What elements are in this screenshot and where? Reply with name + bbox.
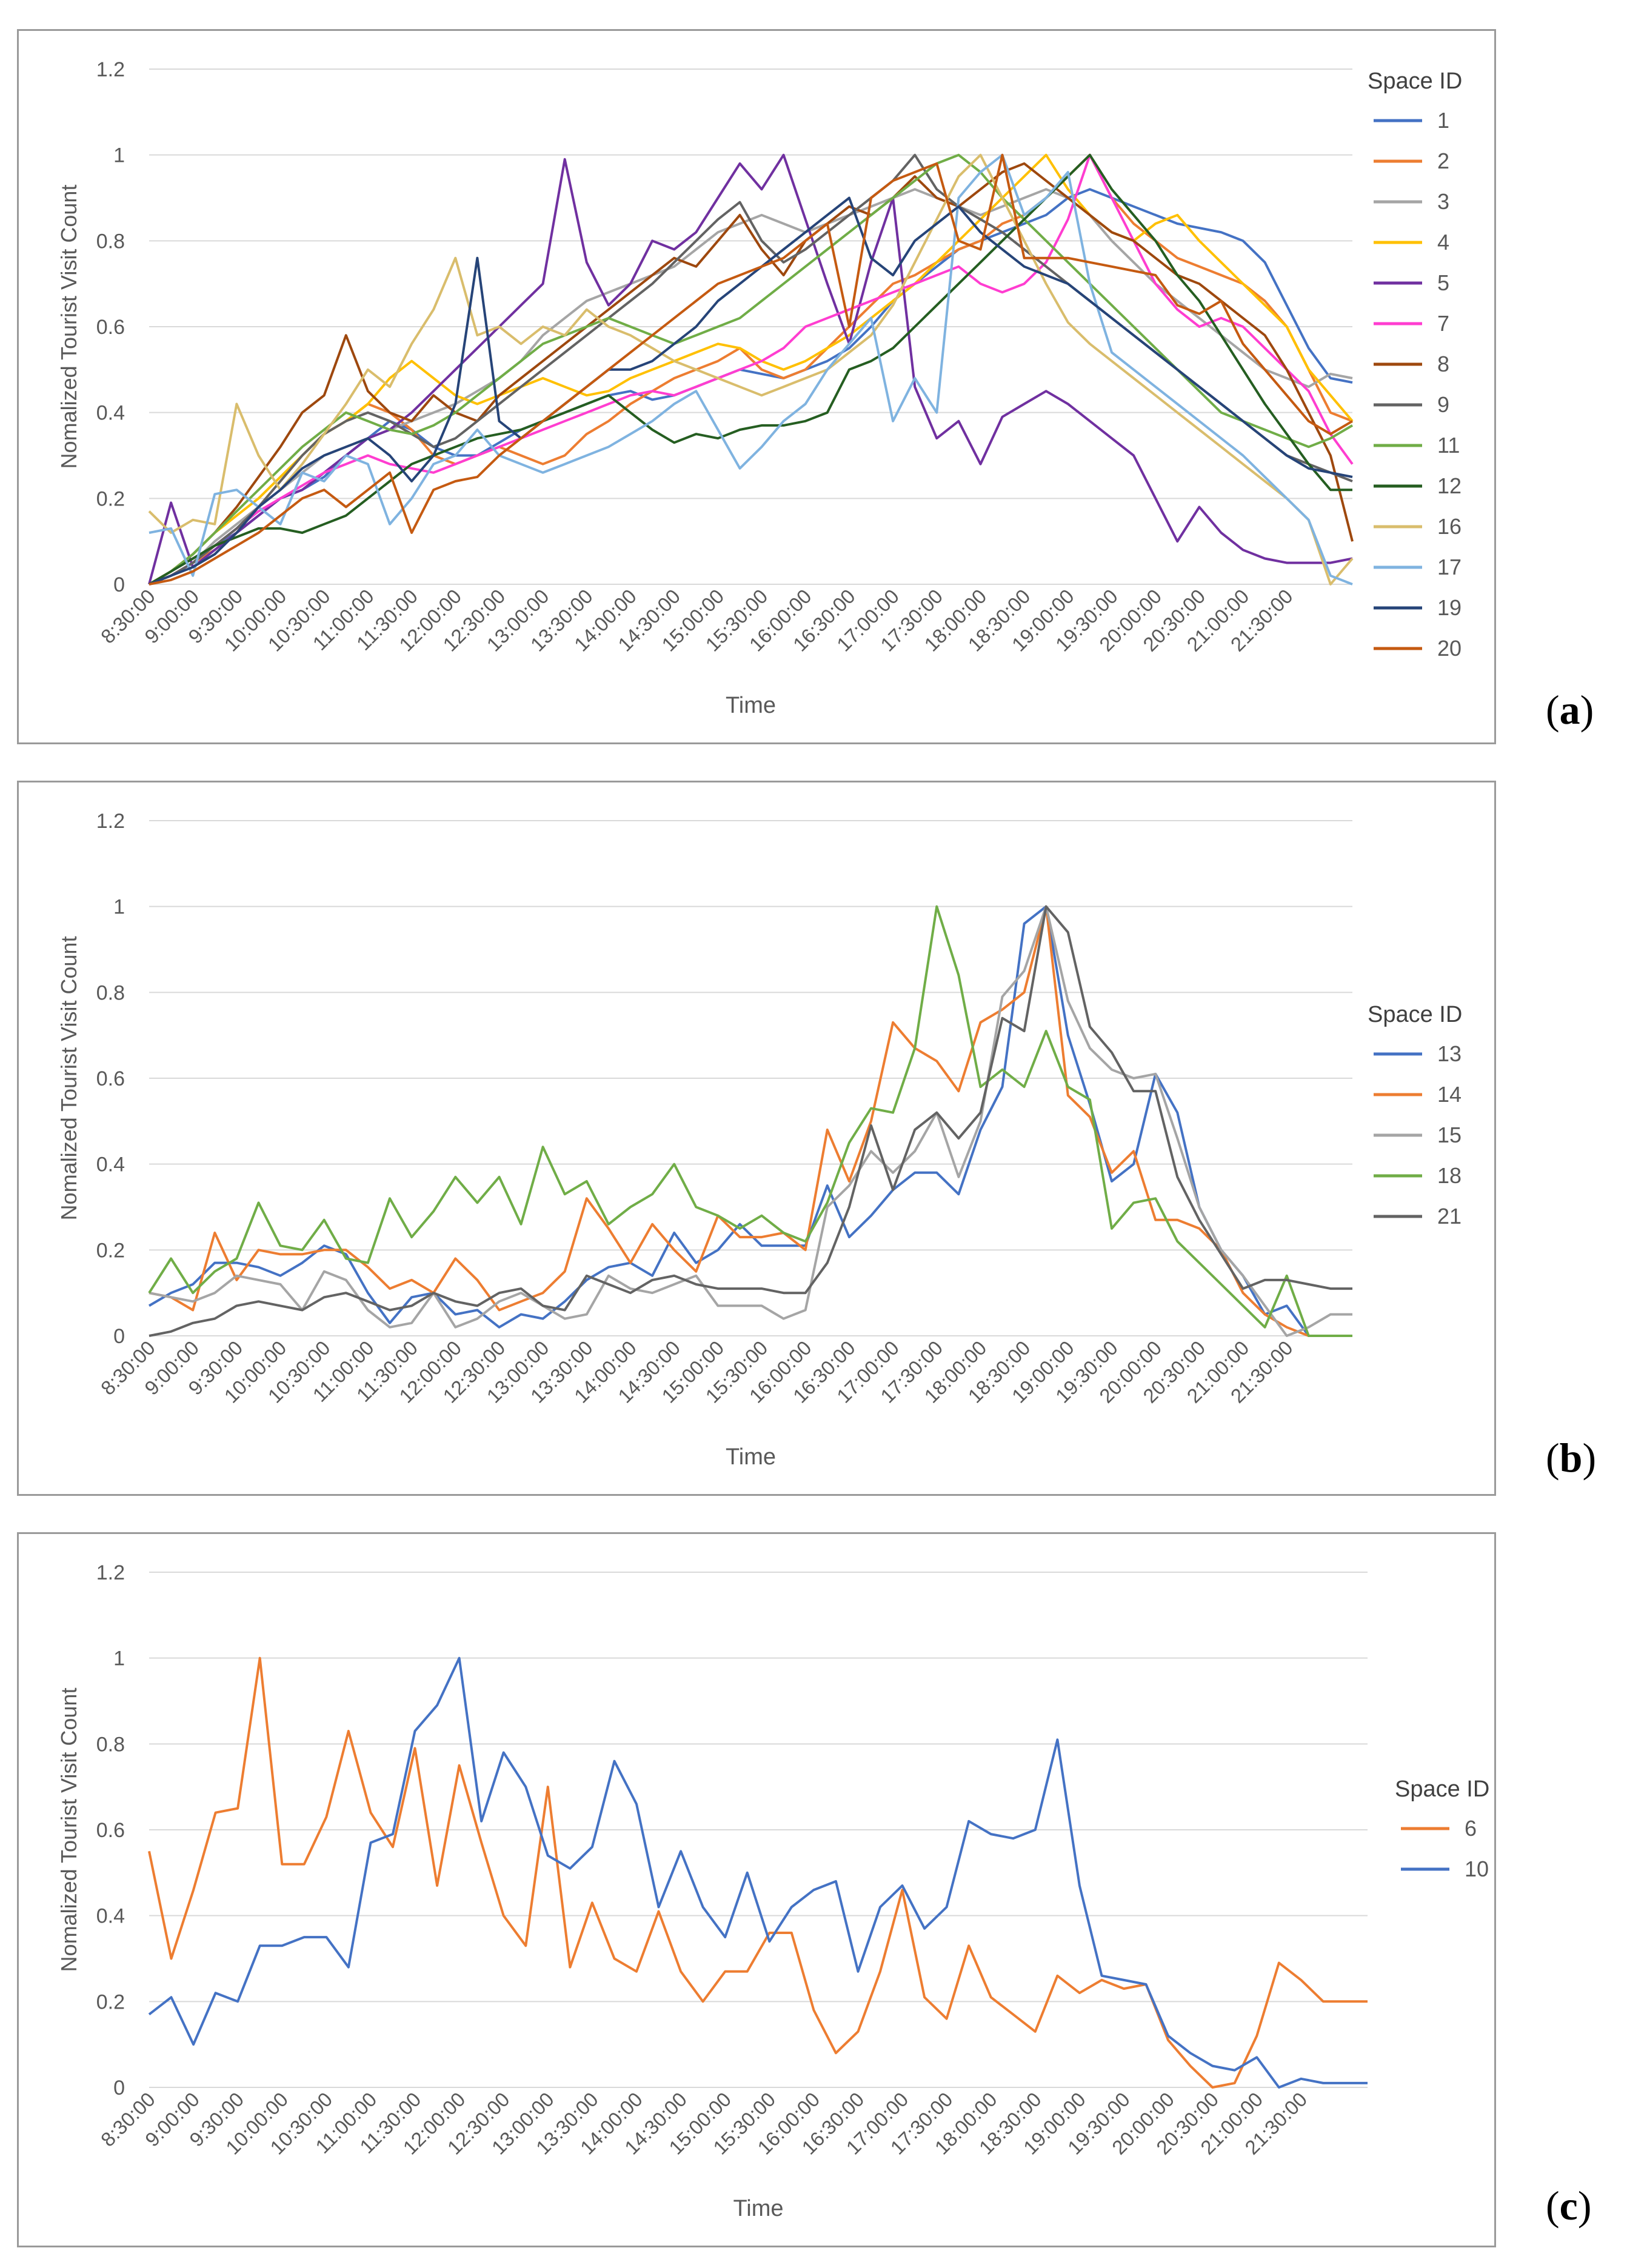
cc-series-line-6 [148,1656,1368,2089]
cb-series-line-15 [149,905,1352,1337]
ca-series-line-3 [149,188,1353,585]
panel-label-a-open: ( [1546,687,1560,733]
cb-series-line-13 [148,905,1352,1337]
panel-label-c-open: ( [1546,2183,1560,2229]
ca-legend-label-8: 8 [1437,352,1449,376]
ca-series-line-8 [148,162,1354,585]
line-chart-c: 00.20.40.60.811.28:30:009:00:009:30:0010… [56,1561,1489,2221]
ca-legend-label-17: 17 [1437,555,1462,579]
cb-ytick-label: 1 [113,896,125,919]
cc-legend-label-10: 10 [1465,1856,1489,1881]
ca-ytick-label: 0.4 [96,402,125,425]
ca-legend-title: Space ID [1368,68,1462,94]
cb-ytick-label: 1.2 [96,810,125,833]
cb-series-line-14 [149,905,1352,1337]
panel-label-b-close: ) [1582,1435,1597,1481]
cb-ytick-label: 0.8 [96,981,125,1004]
cc-ytick-label: 1 [113,1647,125,1670]
ca-ytick-label: 1 [113,144,125,167]
chart-panel-c: 0 0.2 0.4 0.6 0.8 1 1.2 8:30:00 9:00:00 9:30:00 10… [17,1532,1496,2247]
ca-legend-label-4: 4 [1437,230,1449,255]
ca-x-axis-title: Time [726,693,776,718]
ca-series-line-12 [148,153,1352,585]
panel-label-b-letter: b [1559,1435,1583,1481]
ca-legend-label-1: 1 [1437,108,1449,133]
ca-ytick-label: 0.2 [96,487,125,510]
ca-legend-label-7: 7 [1437,311,1449,336]
panel-label-c: (c) [1546,2182,1592,2230]
cc-ytick-label: 1.2 [96,1561,125,1584]
cb-legend-label-13: 13 [1437,1041,1462,1066]
cb-legend-label-15: 15 [1437,1122,1462,1147]
cb-ytick-label: 0.2 [96,1239,125,1262]
ca-ytick-label: 0 [113,573,125,596]
line-chart-a: 00.20.40.60.811.28:30:009:00:009:30:0010… [56,58,1462,718]
ca-legend-label-20: 20 [1437,636,1462,661]
ca-legend-label-11: 11 [1437,433,1460,458]
ca-legend-label-16: 16 [1437,514,1462,539]
panel-label-a: (a) [1546,686,1594,734]
ca-ytick-label: 0.6 [96,316,125,339]
ca-series-line-16 [148,153,1354,585]
panel-label-b-open: ( [1546,1435,1560,1481]
cc-ytick-label: 0.4 [96,1905,125,1928]
ca-series-line-5 [148,153,1353,585]
ca-ytick-label: 0.8 [96,230,125,253]
ca-series-line-11 [148,153,1354,585]
cb-ytick-label: 0 [113,1325,125,1348]
ca-legend-label-9: 9 [1437,392,1449,417]
ca-y-axis-title: Nomalized Tourist Visit Count [56,185,81,469]
ca-legend-label-19: 19 [1437,595,1462,620]
cb-ytick-label: 0.6 [96,1067,125,1090]
cb-legend-label-21: 21 [1437,1204,1462,1229]
cb-ytick-label: 0.4 [96,1153,125,1176]
cc-ytick-label: 0.8 [96,1733,125,1756]
cb-legend-label-18: 18 [1437,1163,1462,1188]
cb-legend-label-14: 14 [1437,1082,1462,1107]
cc-series-line-10 [148,1656,1368,2089]
ca-legend-label-3: 3 [1437,189,1449,214]
cb-series-line-21 [149,905,1352,1337]
cc-ytick-label: 0 [113,2076,125,2100]
cc-legend-title: Space ID [1395,1776,1489,1802]
cb-legend-title: Space ID [1368,1002,1462,1027]
ca-legend-label-5: 5 [1437,270,1449,295]
line-chart-b: 00.20.40.60.811.28:30:009:00:009:30:0010… [56,810,1462,1470]
panel-label-b: (b) [1546,1434,1596,1482]
ca-legend-label-2: 2 [1437,148,1449,173]
ca-legend-label-12: 12 [1437,473,1462,498]
cc-ytick-label: 0.2 [96,1990,125,2013]
chart-panel-b: 0 0.2 0.4 0.6 0.8 1 1.2 8:30:00 9:00:00 9:30:00 10… [17,781,1496,1496]
panel-label-a-close: ) [1580,687,1594,733]
ca-series-line-1 [148,188,1353,585]
cb-y-axis-title: Nomalized Tourist Visit Count [56,936,81,1221]
ca-ytick-label: 1.2 [96,58,125,81]
cc-x-axis-title: Time [733,2196,783,2221]
ca-series-line-9 [149,153,1353,585]
ca-series-line-17 [149,153,1353,585]
cc-ytick-label: 0.6 [96,1819,125,1842]
cb-x-axis-title: Time [726,1444,776,1470]
ca-series-line-20 [149,153,1354,585]
cc-legend-label-6: 6 [1465,1816,1477,1841]
ca-series-line-7 [149,153,1354,585]
cc-y-axis-title: Nomalized Tourist Visit Count [56,1688,81,1972]
panel-label-a-letter: a [1559,687,1580,733]
panel-label-c-close: ) [1577,2183,1592,2229]
chart-panel-a: 0 0.2 0.4 0.6 0.8 1 1.2 8:30:00 9:00:00 9:30:00 10… [17,29,1496,744]
ca-series-line-19 [149,196,1353,585]
panel-label-c-letter: c [1559,2183,1578,2229]
cb-series-line-18 [148,905,1352,1337]
ca-series-line-4 [148,153,1354,585]
